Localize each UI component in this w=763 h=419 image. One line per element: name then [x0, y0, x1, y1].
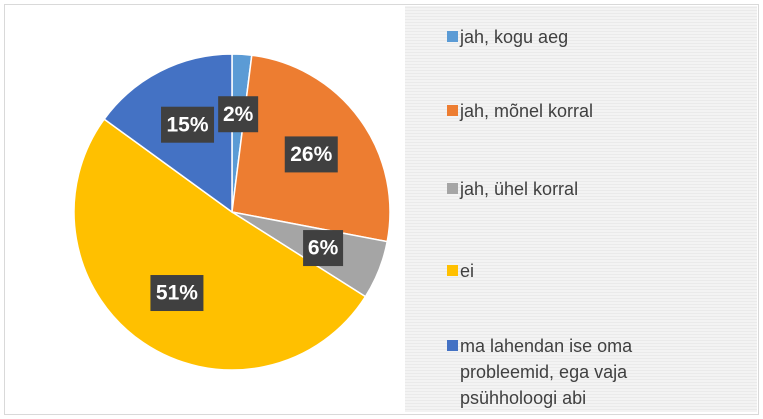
legend-swatch — [447, 340, 458, 351]
legend-swatch — [447, 265, 458, 276]
data-label-box — [161, 106, 215, 143]
data-label: 6% — [308, 237, 339, 260]
data-label: 51% — [156, 282, 198, 305]
legend-label: jah, mõnel korral — [460, 101, 594, 121]
legend-background — [405, 6, 757, 412]
legend-swatch — [447, 105, 458, 116]
legend-label: ei — [460, 261, 475, 281]
legend-swatch — [447, 31, 458, 42]
legend-entry: jah, kogu aeg — [447, 24, 710, 50]
legend-entry: jah, ühel korral — [447, 176, 710, 202]
data-label: 15% — [167, 113, 209, 136]
legend-entry: ei — [447, 258, 710, 284]
legend-label: ma lahendan ise oma probleemid, ega vaja… — [460, 336, 633, 408]
chart-frame — [4, 4, 759, 415]
data-label: 2% — [223, 103, 254, 126]
data-label-box — [303, 230, 344, 267]
data-label-box — [218, 96, 259, 133]
legend-entry: ma lahendan ise oma probleemid, ega vaja… — [447, 333, 710, 411]
data-label: 26% — [290, 143, 332, 166]
legend-label: jah, kogu aeg — [460, 27, 569, 47]
pie-slice — [73, 118, 367, 371]
legend-label: jah, ühel korral — [460, 179, 579, 199]
data-label-box — [284, 136, 338, 173]
legend-swatch — [447, 183, 458, 194]
data-label-box — [150, 275, 204, 312]
legend-entry: jah, mõnel korral — [447, 98, 710, 124]
